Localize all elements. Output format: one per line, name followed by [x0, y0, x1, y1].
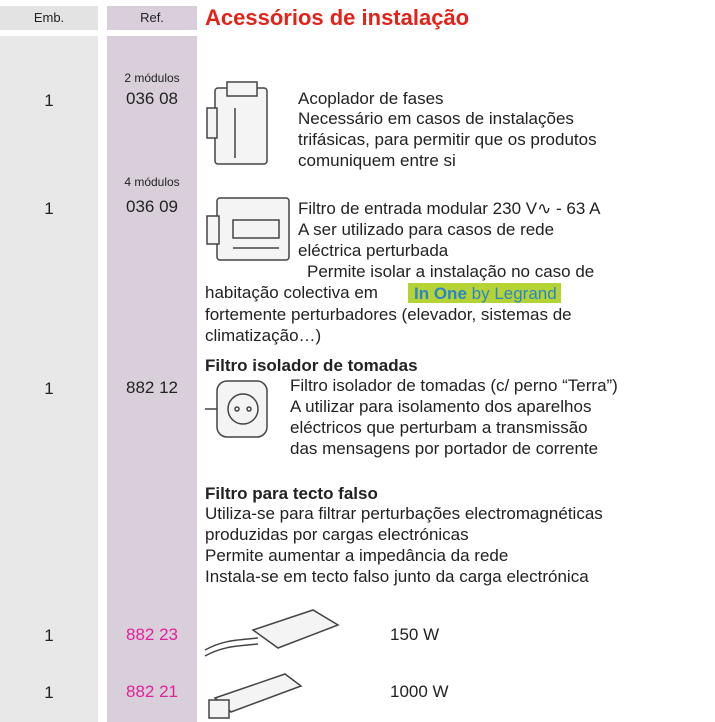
modules: 2 módulos: [124, 71, 180, 85]
ref: 882 12: [126, 378, 178, 397]
ref-header-bg: [107, 6, 197, 30]
product-icon: [208, 673, 303, 719]
desc-line: Necessário em casos de instalações: [298, 109, 574, 128]
desc-line: Filtro de entrada modular 230 V∿ - 63 A: [298, 199, 601, 218]
brand-by: by Legrand: [471, 284, 557, 303]
product-icon: [206, 197, 290, 261]
emb: 1: [44, 626, 54, 645]
product-icon: [205, 380, 268, 438]
desc-line: Instala-se em tecto falso junto da carga…: [205, 567, 589, 586]
desc-line: Permite aumentar a impedância da rede: [205, 546, 509, 565]
desc-line: comuniquem entre si: [298, 151, 456, 170]
brand: In One: [414, 284, 467, 303]
desc-line: fortemente perturbadores (elevador, sist…: [205, 305, 572, 324]
emb-column: [0, 36, 98, 722]
ref-column: [107, 36, 197, 722]
desc-line: Acoplador de fases: [298, 89, 444, 108]
brand-badge: In One by Legrand: [408, 283, 561, 303]
emb: 1: [44, 379, 54, 398]
desc-line: climatização…): [205, 326, 322, 345]
ref: 882 21: [126, 682, 178, 701]
desc-line: trifásicas, para permitir que os produto…: [298, 130, 597, 149]
emb: 1: [44, 91, 54, 110]
modules: 4 módulos: [124, 175, 180, 189]
ref: 882 23: [126, 625, 178, 644]
desc-line: habitação colectiva em: [205, 283, 378, 302]
desc-line: eléctricos que perturbam a transmissão: [290, 418, 588, 437]
desc-line: A utilizar para isolamento dos aparelhos: [290, 397, 592, 416]
power: 150 W: [390, 625, 440, 644]
emb-header: Emb.: [33, 10, 65, 25]
desc-line: produzidas por cargas electrónicas: [205, 525, 469, 544]
desc-line: Permite isolar a instalação no caso de: [307, 262, 595, 281]
emb: 1: [44, 199, 54, 218]
ref: 036 09: [126, 197, 178, 216]
section-heading: Filtro isolador de tomadas: [205, 356, 418, 375]
ref: 036 08: [126, 89, 178, 108]
ref-header: Ref.: [140, 10, 164, 25]
product-icon: [206, 81, 268, 165]
desc-line: eléctrica perturbada: [298, 241, 449, 260]
title: Acessórios de instalação: [205, 5, 470, 30]
desc-line: Filtro isolador de tomadas (c/ perno “Te…: [290, 376, 618, 395]
emb: 1: [44, 683, 54, 702]
desc-line: Utiliza-se para filtrar perturbações ele…: [205, 504, 603, 523]
product-icon: [204, 609, 340, 657]
emb-header-bg: [0, 6, 98, 30]
desc-line: A ser utilizado para casos de rede: [298, 220, 555, 239]
section-heading: Filtro para tecto falso: [205, 484, 378, 503]
power: 1000 W: [390, 682, 449, 701]
desc-line: das mensagens por portador de corrente: [290, 439, 599, 458]
